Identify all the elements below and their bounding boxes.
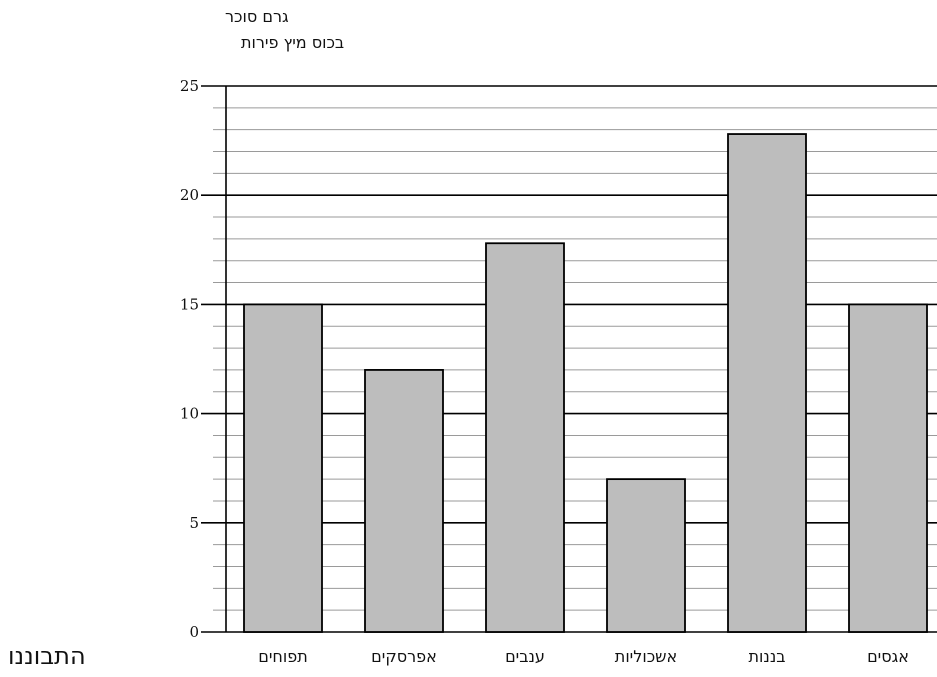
footer-instruction-text: התבוננו	[8, 642, 86, 670]
x-category-labels: תפוחים אפרסקים ענבים אשכוליות בננות אגסים	[258, 647, 909, 666]
bar	[243, 303, 323, 633]
y-tick-label: 20	[180, 186, 199, 204]
y-axis-label-line-1: גרם סוכר	[225, 7, 289, 26]
bars	[243, 133, 928, 633]
x-category-label: אפרסקים	[371, 647, 437, 666]
bar	[485, 242, 565, 633]
y-axis-label-line-2: בכוס מיץ פירות	[241, 33, 344, 52]
x-category-label: אשכוליות	[615, 647, 677, 666]
bar	[848, 303, 928, 633]
y-tick-labels: 0 5 10 15 20 25	[180, 77, 199, 641]
y-tick-label: 0	[189, 623, 199, 641]
major-gridlines	[201, 85, 937, 633]
x-category-label: אגסים	[867, 647, 909, 666]
minor-gridlines	[213, 107, 937, 611]
bar	[606, 478, 686, 633]
y-tick-label: 10	[180, 405, 199, 423]
y-tick-label: 5	[189, 514, 199, 532]
x-category-label: בננות	[749, 647, 786, 666]
bar	[727, 133, 807, 633]
bar	[364, 369, 444, 633]
y-tick-label: 15	[180, 295, 199, 313]
x-category-label: תפוחים	[258, 647, 308, 666]
y-tick-label: 25	[180, 77, 199, 95]
x-category-label: ענבים	[505, 647, 545, 666]
